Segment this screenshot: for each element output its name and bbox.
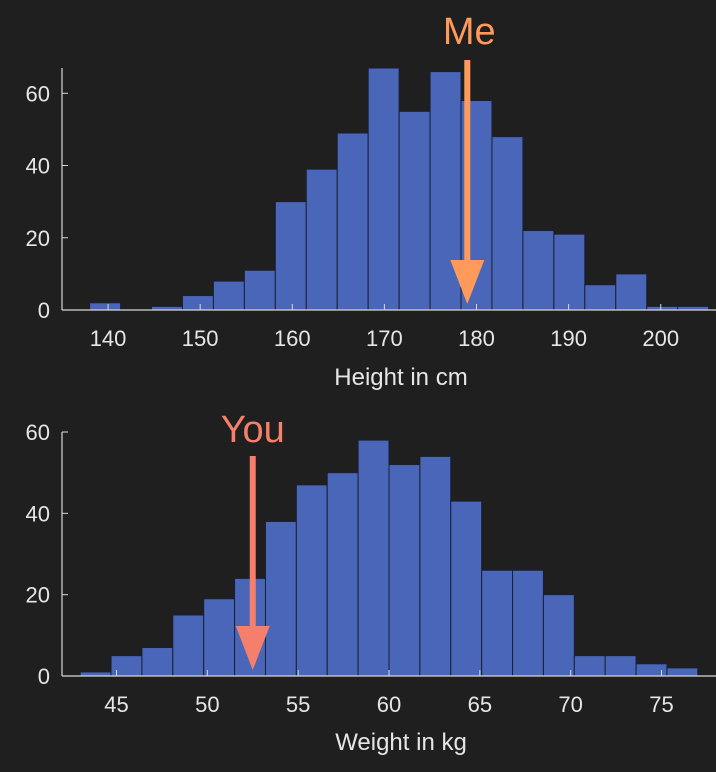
weight-bar-12 [450, 500, 483, 677]
height-x-axis-label: Height in cm [334, 364, 467, 391]
weight-x-axis-label: Weight in kg [335, 729, 467, 756]
weight-bar-9 [357, 439, 390, 677]
weight-bar-10 [388, 464, 421, 677]
height-bar-8 [336, 132, 369, 311]
height-bar-14 [522, 230, 555, 311]
height-histogram: 0 20 40 60 140 150 160 170 180 190 200 Height in cm… [26, 11, 716, 391]
height-bar-3 [181, 295, 214, 311]
height-bar-4 [212, 280, 245, 311]
height-bar-15 [553, 233, 586, 311]
height-y-tick-label-0: 0 [38, 298, 50, 323]
height-bar-6 [274, 201, 307, 311]
height-y-tick-label-20: 20 [26, 226, 50, 251]
weight-bar-2 [141, 647, 174, 677]
weight-bar-18 [635, 663, 668, 677]
height-x-tick-label-170: 170 [366, 326, 403, 351]
height-x-tick-label-200: 200 [642, 326, 679, 351]
weight-y-tick-label-20: 20 [26, 583, 50, 608]
weight-bar-16 [573, 655, 606, 677]
height-bar-10 [398, 110, 431, 311]
weight-y-tick-label-40: 40 [26, 501, 50, 526]
weight-bar-17 [604, 655, 637, 677]
weight-annotation-label: You [221, 409, 285, 451]
weight-bar-11 [419, 455, 452, 677]
height-annotation-arrow-head [450, 260, 485, 304]
weight-bar-1 [110, 655, 143, 677]
height-bar-13 [491, 136, 524, 311]
weight-x-tick-label-65: 65 [468, 692, 492, 717]
weight-x-tick-label-50: 50 [195, 692, 219, 717]
weight-bar-7 [295, 484, 328, 677]
weight-y-tick-label-60: 60 [26, 420, 50, 445]
weight-bar-13 [481, 569, 514, 677]
height-y-tick-label-60: 60 [26, 81, 50, 106]
height-x-tick-label-180: 180 [458, 326, 495, 351]
height-bar-7 [305, 168, 338, 311]
weight-bar-0 [79, 671, 112, 677]
weight-bar-3 [172, 614, 205, 677]
height-x-tick-label-140: 140 [90, 326, 127, 351]
height-y-tick-label-40: 40 [26, 154, 50, 179]
height-bar-16 [584, 284, 617, 311]
height-bar-5 [243, 269, 276, 311]
weight-y-tick-label-0: 0 [38, 664, 50, 689]
weight-x-tick-label-70: 70 [558, 692, 582, 717]
weight-histogram: 0 20 40 60 45 50 55 60 65 70 75 Weight in kg You [26, 409, 716, 756]
height-annotation-label: Me [443, 11, 496, 53]
weight-bar-6 [264, 520, 297, 677]
weight-annotation-arrow-head [235, 626, 270, 670]
weight-x-tick-label-55: 55 [286, 692, 310, 717]
weight-x-tick-label-60: 60 [377, 692, 401, 717]
height-x-tick-label-160: 160 [274, 326, 311, 351]
height-bar-9 [367, 67, 400, 311]
height-bar-0 [89, 302, 122, 311]
height-x-tick-label-150: 150 [182, 326, 219, 351]
weight-bar-8 [326, 472, 359, 677]
weight-bar-4 [203, 598, 236, 677]
height-x-tick-label-190: 190 [550, 326, 587, 351]
weight-bar-19 [666, 667, 699, 677]
weight-bar-14 [512, 569, 544, 677]
weight-x-tick-label-45: 45 [104, 692, 128, 717]
weight-x-tick-label-75: 75 [649, 692, 673, 717]
height-bar-17 [615, 273, 648, 311]
weight-bar-15 [542, 594, 575, 677]
